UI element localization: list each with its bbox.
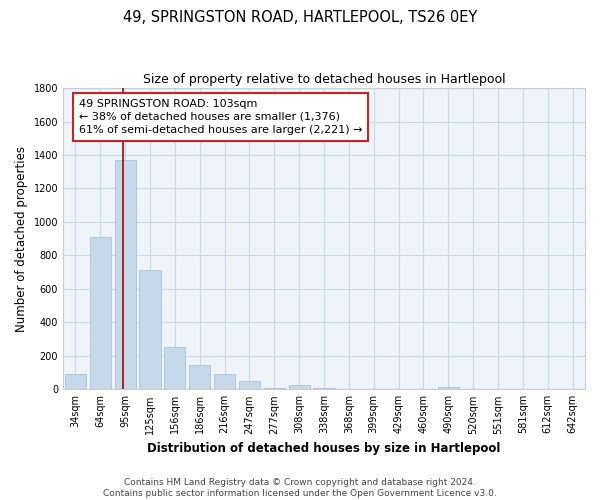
Text: 49, SPRINGSTON ROAD, HARTLEPOOL, TS26 0EY: 49, SPRINGSTON ROAD, HARTLEPOOL, TS26 0E… <box>123 10 477 25</box>
Bar <box>438 387 459 390</box>
Bar <box>139 270 161 390</box>
Bar <box>214 374 235 390</box>
Title: Size of property relative to detached houses in Hartlepool: Size of property relative to detached ho… <box>143 72 505 86</box>
Bar <box>115 160 136 390</box>
Bar <box>264 388 285 390</box>
Text: 49 SPRINGSTON ROAD: 103sqm
← 38% of detached houses are smaller (1,376)
61% of s: 49 SPRINGSTON ROAD: 103sqm ← 38% of deta… <box>79 98 362 135</box>
Y-axis label: Number of detached properties: Number of detached properties <box>15 146 28 332</box>
Bar <box>164 348 185 390</box>
Bar <box>239 380 260 390</box>
Text: Contains HM Land Registry data © Crown copyright and database right 2024.
Contai: Contains HM Land Registry data © Crown c… <box>103 478 497 498</box>
Bar <box>90 237 111 390</box>
Bar <box>65 374 86 390</box>
X-axis label: Distribution of detached houses by size in Hartlepool: Distribution of detached houses by size … <box>148 442 501 455</box>
Bar <box>189 365 211 390</box>
Bar <box>289 384 310 390</box>
Bar <box>313 388 335 390</box>
